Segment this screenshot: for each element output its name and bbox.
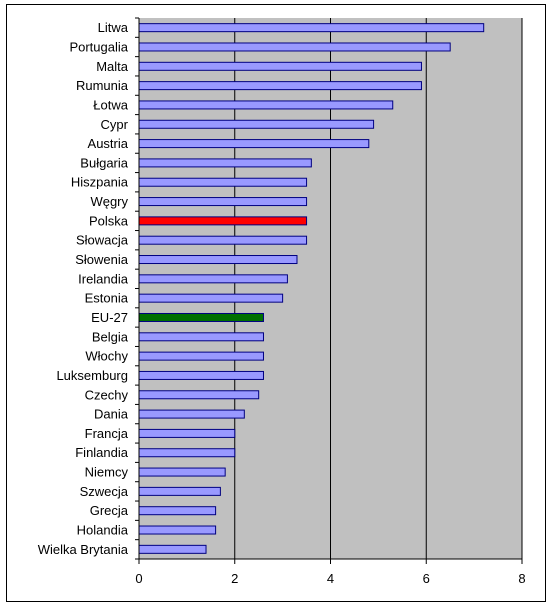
category-label: Belgia bbox=[92, 329, 129, 344]
category-label: Estonia bbox=[85, 291, 129, 306]
bar-19 bbox=[138, 370, 264, 380]
category-label: Portugalia bbox=[69, 39, 128, 54]
category-label: Niemcy bbox=[85, 465, 129, 480]
bar-7 bbox=[138, 139, 370, 149]
x-tick-label: 2 bbox=[231, 571, 238, 586]
x-tick-label: 6 bbox=[423, 571, 430, 586]
category-label: Grecja bbox=[90, 503, 129, 518]
bar-17 bbox=[138, 332, 264, 342]
bar-2 bbox=[138, 42, 451, 52]
bar-10 bbox=[138, 197, 308, 207]
x-tick-label: 8 bbox=[518, 571, 525, 586]
bar-28 bbox=[138, 544, 207, 554]
category-label: Dania bbox=[94, 407, 129, 422]
bar-8 bbox=[138, 158, 312, 168]
category-label: Węgry bbox=[90, 194, 128, 209]
bar-15 bbox=[138, 293, 284, 303]
category-label: Rumunia bbox=[76, 78, 129, 93]
category-label: Wielka Brytania bbox=[38, 542, 129, 557]
category-label: Irelandia bbox=[78, 271, 129, 286]
x-tick-label: 4 bbox=[327, 571, 334, 586]
bar-3 bbox=[138, 61, 422, 71]
bar-20 bbox=[138, 390, 260, 400]
category-label: Francja bbox=[85, 426, 129, 441]
category-label: Szwecja bbox=[80, 484, 129, 499]
bar-13 bbox=[138, 255, 298, 265]
bar-18 bbox=[138, 351, 264, 361]
category-label: Polska bbox=[89, 213, 129, 228]
bar-11 bbox=[138, 216, 308, 226]
bar-4 bbox=[138, 81, 422, 91]
bar-27 bbox=[138, 525, 217, 535]
category-label: Finlandia bbox=[75, 445, 129, 460]
bar-1 bbox=[138, 23, 485, 33]
category-label: EU-27 bbox=[91, 310, 128, 325]
bar-23 bbox=[138, 448, 236, 458]
x-tick-label: 0 bbox=[135, 571, 142, 586]
category-label: Austria bbox=[88, 136, 129, 151]
bar-25 bbox=[138, 486, 221, 496]
category-label: Holandia bbox=[77, 523, 129, 538]
bar-12 bbox=[138, 235, 308, 245]
bar-14 bbox=[138, 274, 288, 284]
bar-24 bbox=[138, 467, 226, 477]
bar-16 bbox=[138, 312, 264, 322]
category-label: Malta bbox=[96, 59, 129, 74]
bar-21 bbox=[138, 409, 245, 419]
bar-5 bbox=[138, 100, 394, 110]
category-label: Słowacja bbox=[76, 233, 129, 248]
category-label: Luksemburg bbox=[56, 368, 128, 383]
category-label: Hiszpania bbox=[71, 175, 129, 190]
category-label: Litwa bbox=[98, 20, 129, 35]
bar-9 bbox=[138, 177, 308, 187]
category-label: Łotwa bbox=[93, 97, 128, 112]
category-label: Czechy bbox=[85, 387, 129, 402]
category-label: Włochy bbox=[85, 349, 128, 364]
category-label: Bułgaria bbox=[80, 155, 128, 170]
bar-26 bbox=[138, 506, 217, 516]
bar-22 bbox=[138, 428, 236, 438]
bar-6 bbox=[138, 119, 375, 129]
category-label: Cypr bbox=[101, 117, 129, 132]
category-label: Słowenia bbox=[75, 252, 129, 267]
